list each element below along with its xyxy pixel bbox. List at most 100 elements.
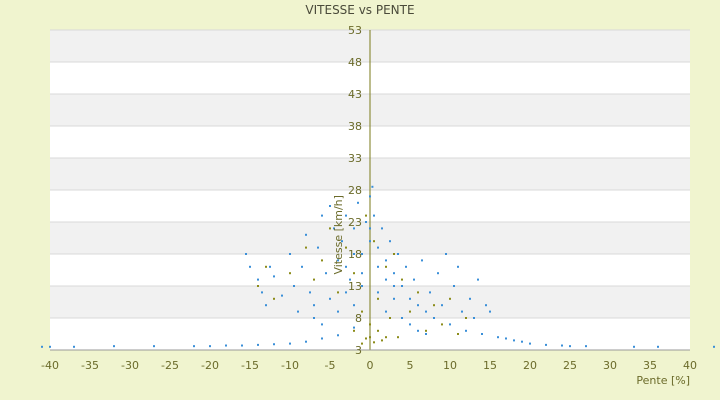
data-point (401, 285, 403, 287)
data-point (389, 240, 391, 243)
data-point (245, 253, 247, 255)
data-point (409, 297, 411, 300)
data-point (313, 278, 315, 281)
data-point (465, 329, 467, 332)
data-point (325, 272, 327, 275)
data-point (381, 339, 383, 342)
data-point (369, 323, 371, 326)
data-point (345, 246, 347, 249)
data-point (417, 291, 419, 294)
data-point (425, 329, 427, 332)
data-point (281, 294, 283, 297)
data-point (377, 291, 379, 294)
data-point (257, 285, 259, 287)
data-point (153, 345, 155, 348)
y-tick-label: 53 (348, 24, 362, 37)
data-point (337, 259, 339, 262)
x-tick-label: -25 (161, 359, 179, 372)
data-point (349, 278, 351, 281)
data-point (337, 334, 339, 337)
data-point (477, 278, 479, 281)
y-tick-label: 28 (348, 184, 362, 197)
data-point (457, 265, 459, 268)
data-point (365, 221, 367, 223)
data-point (73, 345, 75, 348)
y-tick-label: 48 (348, 56, 362, 69)
data-point (409, 310, 411, 313)
data-point (113, 345, 115, 348)
axes (50, 30, 690, 351)
data-point (289, 272, 291, 275)
x-tick-label: -30 (121, 359, 139, 372)
x-tick-label: -5 (325, 359, 336, 372)
data-point (393, 297, 395, 300)
data-point (397, 336, 399, 339)
data-point (305, 233, 307, 236)
data-point (371, 185, 374, 188)
data-point (357, 201, 359, 204)
x-tick-label: 40 (683, 359, 697, 372)
data-point (361, 285, 363, 287)
x-tick-label: 15 (483, 359, 497, 372)
data-point (321, 337, 323, 340)
y-axis-label: Vitesse [km/h] (332, 195, 345, 274)
data-point (437, 272, 439, 275)
x-axis-label: Pente [%] (636, 374, 690, 387)
data-point (449, 323, 451, 326)
data-point (521, 340, 523, 343)
x-tick-label: 25 (563, 359, 577, 372)
data-point (273, 297, 275, 300)
y-tick-label: 8 (355, 312, 362, 325)
data-point (377, 246, 379, 249)
data-points (41, 185, 715, 348)
data-point (345, 214, 347, 217)
data-point (585, 345, 587, 348)
data-point (337, 291, 339, 294)
data-point (49, 345, 51, 348)
data-point (353, 272, 355, 275)
x-tick-label: 30 (603, 359, 617, 372)
data-point (393, 285, 395, 287)
data-point (441, 304, 443, 307)
data-point (561, 344, 563, 347)
data-point (193, 345, 195, 348)
data-point (393, 253, 395, 255)
data-point (409, 323, 411, 326)
data-point (505, 337, 507, 340)
data-point (249, 265, 251, 268)
data-point (385, 278, 387, 281)
data-point (309, 291, 311, 294)
data-point (513, 339, 515, 342)
data-point (401, 317, 403, 319)
data-point (405, 265, 407, 268)
data-point (425, 333, 427, 335)
data-point (373, 240, 375, 243)
y-tick-label: 33 (348, 152, 362, 165)
data-point (417, 329, 419, 332)
data-point (385, 265, 387, 268)
data-point (301, 265, 303, 268)
data-point (369, 195, 371, 198)
data-point (305, 246, 307, 249)
data-point (321, 323, 323, 326)
data-point (297, 310, 299, 313)
data-point (257, 278, 259, 281)
data-point (453, 285, 455, 287)
data-point (317, 246, 319, 249)
x-tick-label: -10 (281, 359, 299, 372)
data-point (269, 265, 271, 268)
x-tick-label: 0 (367, 359, 374, 372)
data-point (293, 285, 295, 287)
data-point (273, 275, 275, 278)
data-point (421, 259, 423, 262)
data-point (329, 227, 331, 230)
data-point (377, 329, 379, 332)
x-tick-label: 10 (443, 359, 457, 372)
data-point (481, 333, 483, 335)
data-point (365, 337, 367, 340)
data-point (329, 297, 331, 300)
data-point (345, 265, 347, 268)
x-tick-label: -20 (201, 359, 219, 372)
y-tick-label: 23 (348, 216, 362, 229)
